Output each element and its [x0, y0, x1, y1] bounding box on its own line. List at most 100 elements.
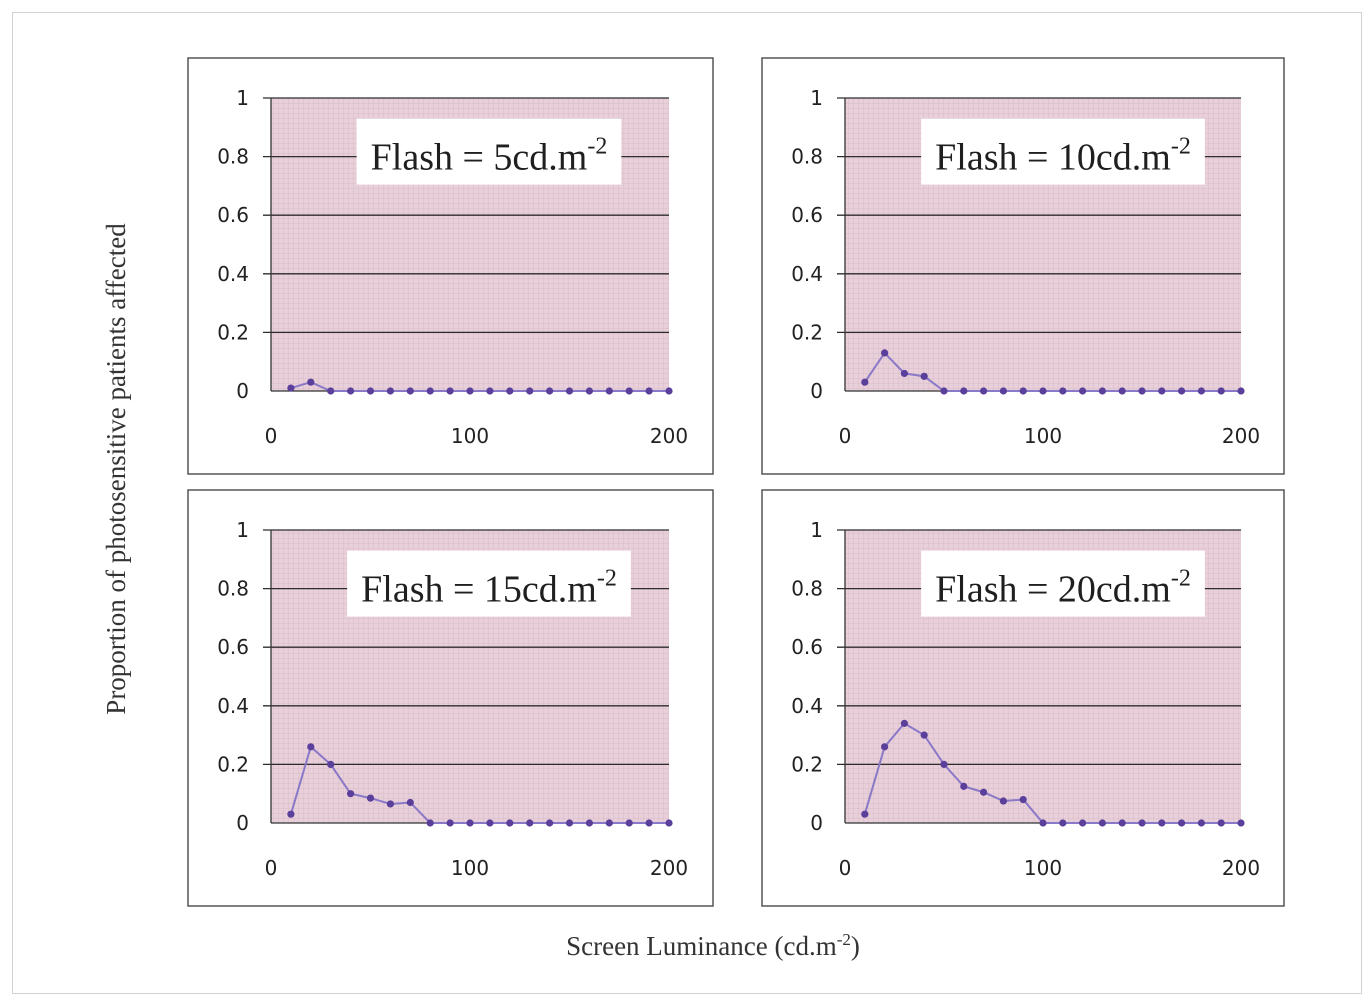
- data-point: [1158, 387, 1166, 395]
- data-point: [307, 743, 315, 751]
- flash-annotation: Flash = 20cd.m-2: [921, 550, 1205, 617]
- y-tick-label: 0.2: [791, 320, 823, 344]
- flash-label: Flash = 10cd.m-2: [935, 134, 1191, 179]
- data-point: [327, 760, 335, 769]
- x-tick-label: 0: [265, 424, 278, 448]
- data-point: [366, 794, 375, 802]
- x-tick-label: 100: [451, 856, 489, 880]
- data-point: [960, 387, 968, 395]
- data-point: [526, 387, 534, 395]
- data-point: [900, 369, 909, 378]
- data-point: [900, 719, 909, 727]
- x-tick-label: 100: [1024, 424, 1062, 448]
- data-point: [1237, 387, 1245, 395]
- x-tick-label: 100: [1024, 856, 1062, 880]
- y-tick-label: 0.8: [791, 577, 823, 601]
- data-point: [980, 387, 988, 395]
- data-point: [546, 387, 554, 395]
- data-point: [1237, 819, 1245, 827]
- y-tick-label: 0.6: [791, 203, 823, 227]
- y-tick-label: 1: [236, 518, 249, 542]
- data-point: [665, 819, 673, 827]
- data-point: [1217, 819, 1225, 827]
- data-point: [426, 819, 434, 827]
- y-axis-title: Proportion of photosensitive patients af…: [101, 223, 131, 715]
- x-tick-label: 200: [1222, 856, 1260, 880]
- data-point: [940, 760, 948, 769]
- chart-panel-2: 0 0.2 0.4 0.6 0.8 1 0 100 200 Flash = 10cd.m-2: [761, 57, 1285, 475]
- data-point: [1098, 387, 1106, 395]
- y-tick-label: 0.8: [791, 145, 823, 169]
- x-tick-label: 0: [839, 424, 852, 448]
- data-point: [1178, 387, 1186, 395]
- data-point: [386, 800, 394, 808]
- data-point: [881, 349, 889, 357]
- figure-frame: 0 0.2 0.4 0.6 0.8 1 0 100 200 Flash = 5cd.m-2 0 0.2…: [12, 12, 1362, 994]
- y-tick-label: 1: [810, 518, 823, 542]
- data-point: [605, 387, 613, 395]
- data-point: [1118, 819, 1126, 827]
- annotation-background: [347, 550, 631, 617]
- data-point: [406, 798, 414, 807]
- y-tick-label: 0.6: [791, 635, 823, 659]
- data-point: [665, 387, 673, 395]
- data-point: [1059, 819, 1067, 827]
- data-point: [546, 819, 554, 827]
- data-point: [920, 372, 928, 380]
- flash-annotation: Flash = 15cd.m-2: [347, 550, 631, 617]
- data-point: [1079, 819, 1087, 827]
- data-point: [1118, 387, 1126, 395]
- flash-label: Flash = 20cd.m-2: [935, 566, 1191, 611]
- data-point: [287, 810, 295, 818]
- data-point: [1039, 387, 1047, 395]
- data-point: [1059, 387, 1067, 395]
- x-tick-label: 0: [265, 856, 278, 880]
- data-point: [1197, 819, 1205, 827]
- data-point: [1138, 387, 1146, 395]
- data-point: [999, 387, 1008, 395]
- data-point: [506, 387, 514, 395]
- x-tick-label: 100: [451, 424, 489, 448]
- annotation-background: [921, 550, 1205, 617]
- data-point: [1158, 819, 1166, 827]
- flash-annotation: Flash = 10cd.m-2: [921, 118, 1205, 185]
- chart-panel-3: 0 0.2 0.4 0.6 0.8 1 0 100 200 Flash = 15cd.m-2: [187, 489, 714, 907]
- y-tick-label: 0.4: [791, 262, 823, 286]
- y-tick-label: 0.2: [791, 752, 823, 776]
- data-point: [565, 387, 574, 395]
- data-point: [645, 819, 653, 827]
- data-point: [506, 819, 514, 827]
- data-point: [585, 387, 594, 395]
- y-tick-label: 0.4: [791, 694, 823, 718]
- data-point: [920, 731, 928, 739]
- y-tick-label: 0: [236, 379, 249, 403]
- y-tick-label: 0: [810, 811, 823, 835]
- data-point: [999, 797, 1008, 805]
- y-tick-label: 1: [810, 86, 823, 110]
- data-point: [645, 387, 653, 395]
- annotation-background: [921, 118, 1205, 185]
- data-point: [1098, 819, 1106, 827]
- data-point: [347, 387, 355, 395]
- flash-label: Flash = 5cd.m-2: [371, 134, 608, 179]
- data-point: [940, 387, 948, 395]
- data-point: [861, 810, 869, 818]
- annotation-background: [356, 118, 622, 185]
- data-point: [466, 819, 474, 827]
- data-point: [565, 819, 574, 827]
- x-tick-label: 200: [1222, 424, 1260, 448]
- data-point: [347, 790, 355, 798]
- y-tick-label: 0.2: [217, 752, 249, 776]
- data-point: [881, 743, 889, 751]
- data-point: [366, 387, 375, 395]
- y-tick-label: 0.6: [217, 203, 249, 227]
- y-tick-label: 0.8: [217, 577, 249, 601]
- data-point: [486, 387, 494, 395]
- data-point: [446, 387, 454, 395]
- y-tick-label: 1: [236, 86, 249, 110]
- data-point: [446, 819, 454, 827]
- y-tick-label: 0.2: [217, 320, 249, 344]
- data-point: [980, 788, 988, 796]
- data-point: [861, 378, 869, 386]
